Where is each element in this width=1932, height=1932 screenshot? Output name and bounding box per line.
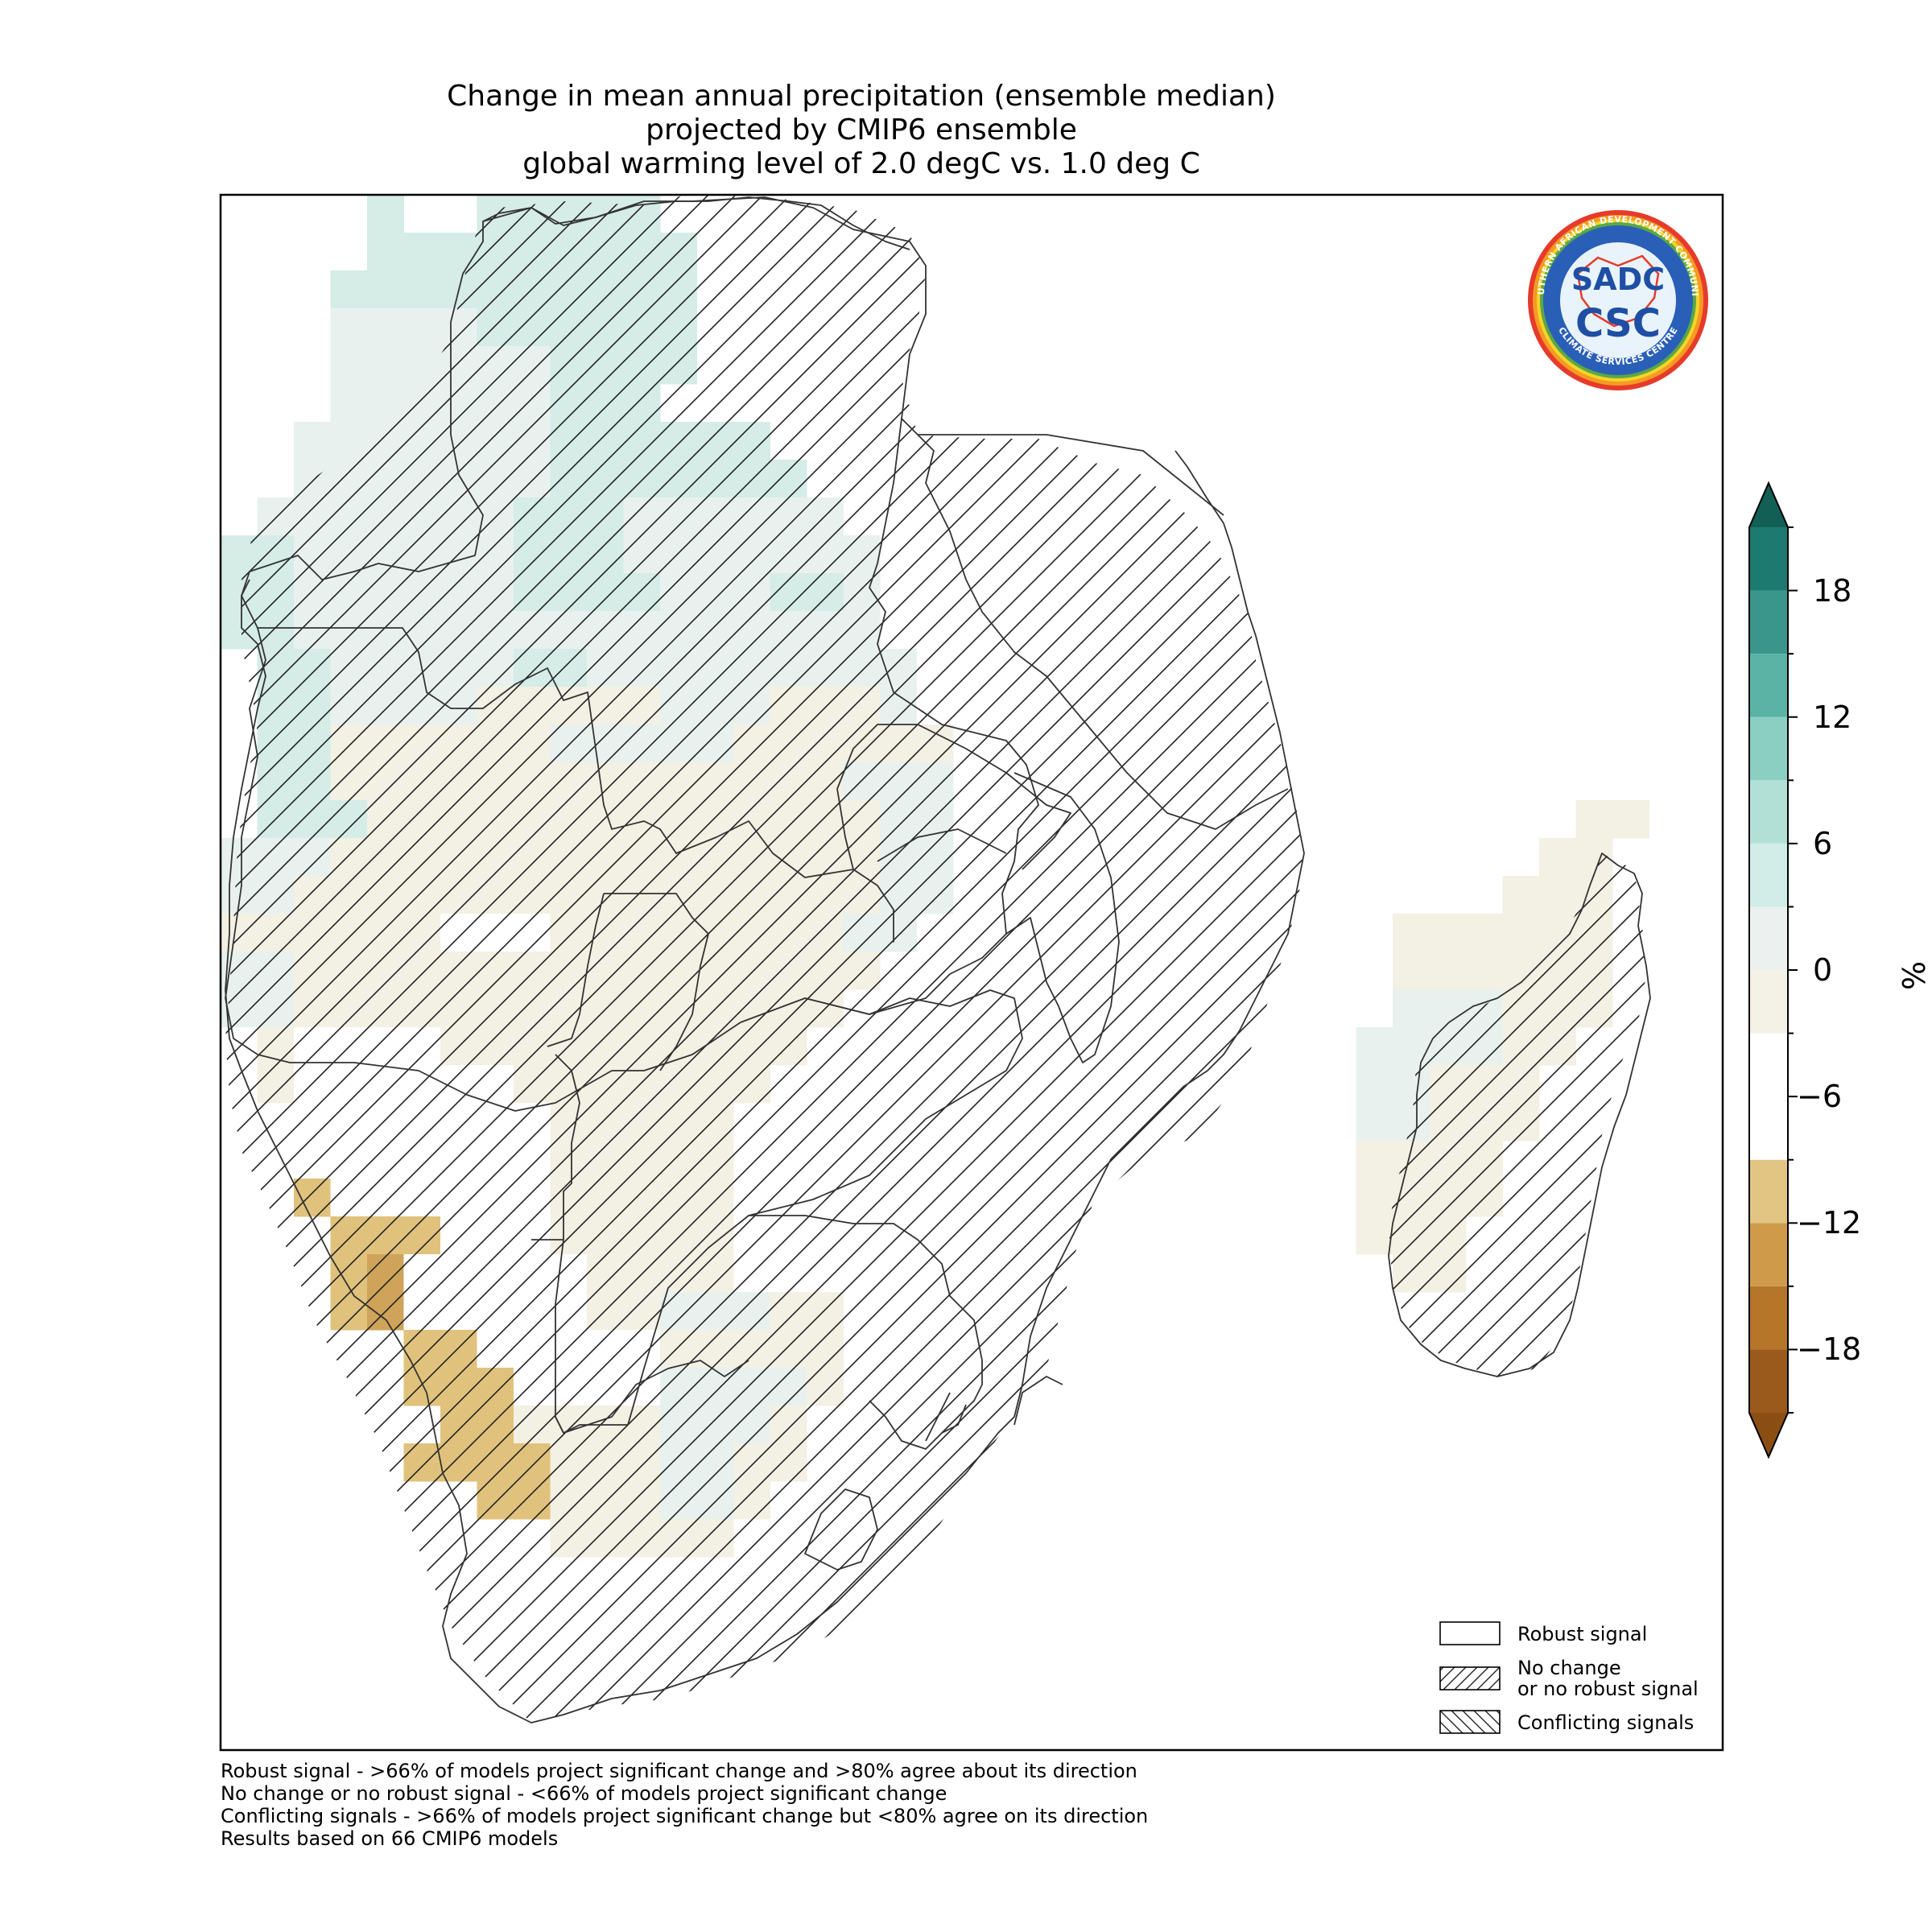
colorbar-extend-high: [1749, 483, 1788, 527]
precip-cell: [1575, 800, 1649, 839]
colorbar-segment: [1749, 1349, 1788, 1413]
coastlines: [225, 196, 1651, 1724]
colorbar-tick-label: 18: [1813, 572, 1852, 609]
legend-label-conflicting: Conflicting signals: [1517, 1711, 1695, 1734]
madagascar-hatching: [1389, 853, 1646, 1377]
colorbar-segment: [1749, 906, 1788, 970]
colorbar-tick-label: −6: [1797, 1079, 1843, 1115]
colorbar-segment: [1749, 1096, 1788, 1160]
footnote-line-4: Results based on 66 CMIP6 models: [221, 1827, 559, 1850]
colorbar-segment: [1749, 1033, 1788, 1097]
colorbar-segment: [1749, 780, 1788, 844]
colorbar-segment: [1749, 716, 1788, 781]
precip-cell: [367, 195, 404, 233]
colorbar-segment: [1749, 1223, 1788, 1286]
colorbar-tick-label: −18: [1797, 1331, 1862, 1368]
map-title-line-1: Change in mean annual precipitation (ens…: [447, 80, 1276, 113]
colorbar-tick-label: 6: [1813, 825, 1833, 861]
footnote-line-1: Robust signal - >66% of models project s…: [221, 1760, 1137, 1782]
colorbar-segment: [1749, 590, 1788, 654]
map-frame: [219, 193, 1724, 1752]
colorbar-extend-low: [1749, 1413, 1788, 1457]
logo-mark-sadc: SADC: [1571, 262, 1665, 297]
legend-swatch-robust: [1439, 1621, 1501, 1645]
map-title-line-2: projected by CMIP6 ensemble: [646, 114, 1077, 147]
colorbar-segment: [1749, 654, 1788, 717]
colorbar-segment: [1749, 843, 1788, 907]
footnote-line-2: No change or no robust signal - <66% of …: [221, 1782, 947, 1805]
legend-swatch-no-change: [1439, 1666, 1501, 1690]
footnote-line-3: Conflicting signals - >66% of models pro…: [221, 1805, 1149, 1827]
colorbar: [1748, 481, 1798, 1459]
legend-label-robust: Robust signal: [1517, 1623, 1648, 1645]
logo-mark-csc: CSC: [1575, 301, 1661, 346]
colorbar-tick-label: −12: [1797, 1205, 1862, 1241]
legend-label-no-change-2: or no robust signal: [1517, 1678, 1699, 1700]
colorbar-tick-label: 0: [1813, 952, 1833, 988]
mainland-hatching: [225, 195, 1304, 1723]
colorbar-segment: [1749, 1159, 1788, 1224]
legend-swatch-conflicting: [1439, 1710, 1501, 1734]
colorbar-segment: [1749, 1286, 1788, 1350]
map-title-line-3: global warming level of 2.0 degC vs. 1.0…: [522, 147, 1200, 180]
colorbar-segment: [1749, 970, 1788, 1034]
hatch-legend: [1439, 1621, 1501, 1734]
country-borders: [225, 196, 1289, 1571]
colorbar-tick-label: 12: [1813, 699, 1852, 735]
colorbar-unit-label: %: [1897, 960, 1932, 991]
precip-cell: [330, 270, 477, 309]
legend-label-no-change-1: No change: [1517, 1657, 1621, 1679]
colorbar-segment: [1749, 527, 1788, 591]
